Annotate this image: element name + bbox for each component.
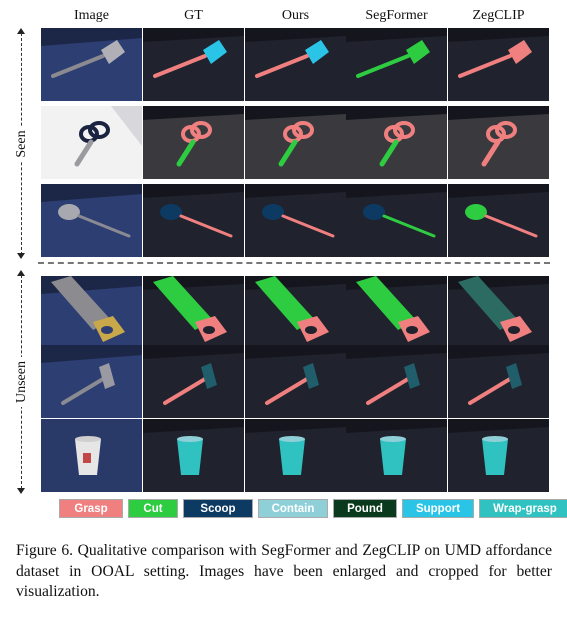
thumbnail-spatula-image [41, 28, 142, 101]
thumbnail-spatula-segformer [346, 28, 447, 101]
thumbnail-saw-segformer [346, 276, 447, 349]
thumbnail-scissors-segformer [346, 106, 447, 179]
thumbnail-scissors-zegclip [448, 106, 549, 179]
thumbnail-hammer-gt [143, 345, 244, 418]
column-header-segformer: SegFormer [365, 8, 428, 23]
unseen-arrow-up [17, 270, 25, 276]
thumbnail-hammer-segformer [346, 345, 447, 418]
thumbnail-scissors-image [41, 106, 142, 179]
seen-arrow-down [17, 253, 25, 259]
thumbnail-hammer-zegclip [448, 345, 549, 418]
thumbnail-cup-ours [245, 419, 346, 492]
thumbnail-cup-gt [143, 419, 244, 492]
unseen-label: Unseen [14, 357, 30, 407]
thumbnail-saw-gt [143, 276, 244, 349]
thumbnail-saw-image [41, 276, 142, 349]
column-header-zegclip: ZegCLIP [472, 8, 525, 23]
legend-item-support: Support [402, 499, 474, 518]
thumbnail-spoon-zegclip [448, 184, 549, 257]
legend-item-cut: Cut [128, 499, 178, 518]
thumbnail-cup-segformer [346, 419, 447, 492]
legend-item-scoop: Scoop [183, 499, 253, 518]
thumbnail-cup-zegclip [448, 419, 549, 492]
unseen-arrow-down [17, 488, 25, 494]
column-header-image: Image [74, 8, 109, 23]
column-header-gt: GT [184, 8, 203, 23]
thumbnail-cup-image [41, 419, 142, 492]
thumbnail-spatula-gt [143, 28, 244, 101]
thumbnail-hammer-ours [245, 345, 346, 418]
legend-item-wrap-grasp: Wrap-grasp [479, 499, 567, 518]
legend-item-contain: Contain [258, 499, 328, 518]
thumbnail-scissors-gt [143, 106, 244, 179]
thumbnail-spatula-ours [245, 28, 346, 101]
seen-label-wrap: Seen [4, 33, 40, 255]
thumbnail-spoon-image [41, 184, 142, 257]
thumbnail-saw-zegclip [448, 276, 549, 349]
thumbnail-spoon-segformer [346, 184, 447, 257]
unseen-label-wrap: Unseen [4, 275, 40, 489]
figure-caption: Figure 6. Qualitative comparison with Se… [16, 542, 552, 600]
thumbnail-scissors-ours [245, 106, 346, 179]
seen-label: Seen [14, 126, 30, 162]
thumbnail-spoon-gt [143, 184, 244, 257]
thumbnail-hammer-image [41, 345, 142, 418]
qualitative-figure: Image GT Ours SegFormer ZegCLIP Seen Uns… [4, 8, 567, 518]
thumbnail-spoon-ours [245, 184, 346, 257]
seen-unseen-separator [38, 262, 550, 264]
legend-item-grasp: Grasp [59, 499, 123, 518]
legend-item-pound: Pound [333, 499, 397, 518]
seen-arrow-up [17, 28, 25, 34]
thumbnail-spatula-zegclip [448, 28, 549, 101]
thumbnail-saw-ours [245, 276, 346, 349]
column-header-ours: Ours [281, 8, 310, 23]
